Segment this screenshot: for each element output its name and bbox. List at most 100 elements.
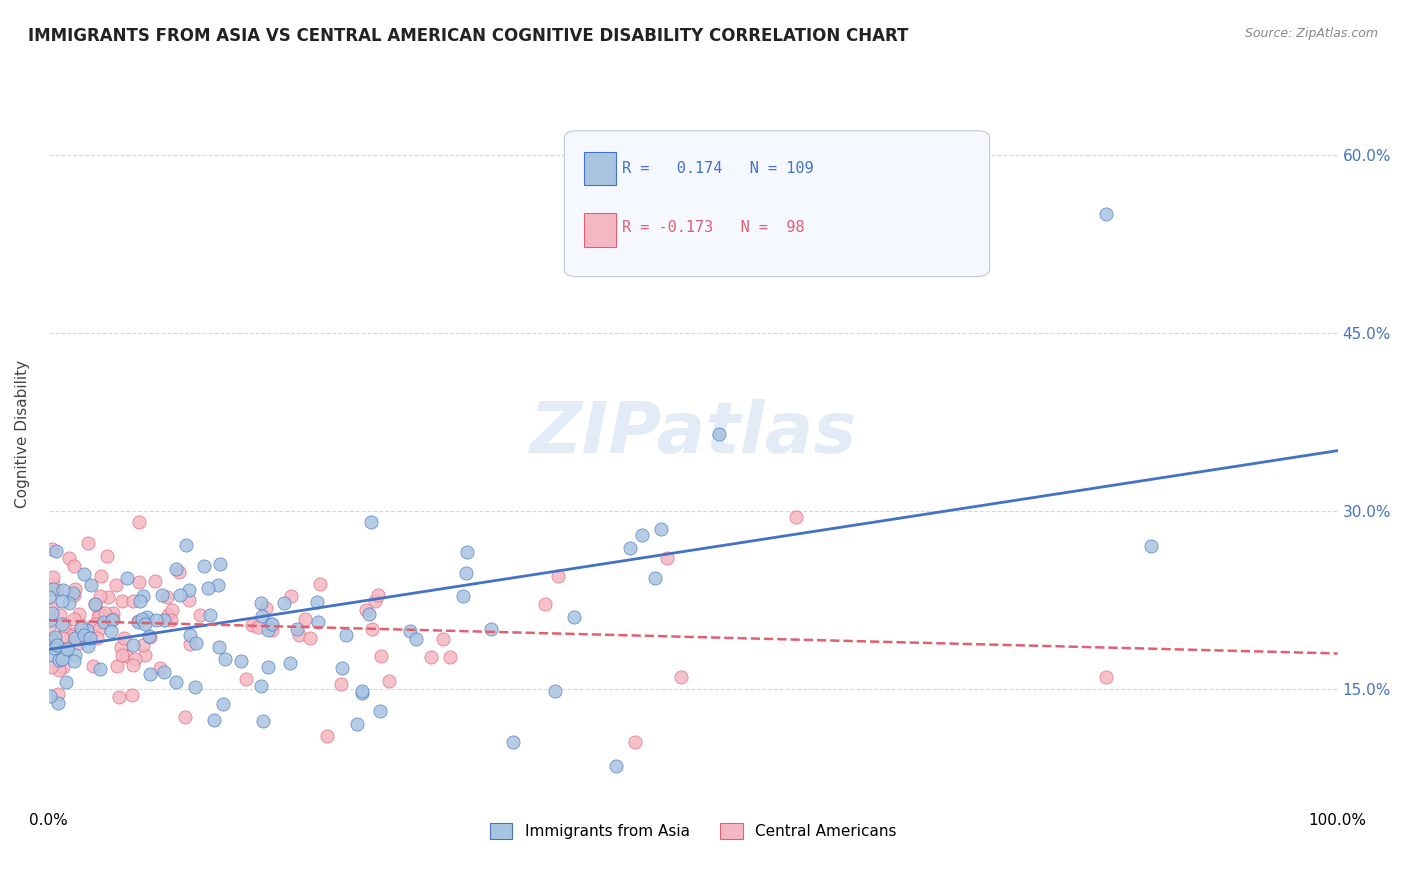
- Point: [51, 616, 73, 631]
- Point: [90, 608, 112, 623]
- Point: [533, 597, 555, 611]
- Point: [97, 591, 120, 605]
- Point: [165, 562, 187, 576]
- Point: [55, 674, 77, 689]
- Point: [139, 630, 162, 644]
- Point: [89, 589, 111, 603]
- Point: [58, 596, 80, 610]
- Point: [214, 652, 236, 666]
- Point: [38, 622, 60, 636]
- Point: [44, 630, 66, 644]
- Point: [45, 582, 67, 597]
- Point: [39, 690, 62, 704]
- Point: [51, 594, 73, 608]
- Point: [209, 558, 232, 572]
- Point: [278, 656, 301, 670]
- Point: [45, 544, 67, 558]
- Point: [257, 624, 280, 638]
- Point: [280, 589, 302, 603]
- Point: [39, 600, 62, 615]
- Point: [169, 588, 191, 602]
- Point: [134, 648, 156, 662]
- Point: [124, 651, 146, 665]
- Bar: [583, 213, 616, 246]
- Point: [63, 588, 86, 602]
- Point: [335, 628, 357, 642]
- Point: [138, 629, 160, 643]
- Point: [193, 559, 215, 574]
- Point: [93, 615, 115, 629]
- Point: [669, 670, 692, 684]
- Point: [262, 617, 284, 632]
- Point: [86, 631, 108, 645]
- Point: [346, 716, 368, 731]
- Point: [104, 578, 127, 592]
- Point: [145, 613, 167, 627]
- Text: ZIPatlas: ZIPatlas: [530, 400, 856, 468]
- Point: [150, 588, 173, 602]
- Point: [73, 628, 96, 642]
- Point: [644, 571, 666, 585]
- Point: [51, 630, 73, 644]
- Point: [156, 590, 179, 604]
- Point: [179, 582, 201, 597]
- Point: [84, 597, 107, 611]
- Point: [101, 606, 124, 620]
- Point: [502, 735, 524, 749]
- Point: [101, 613, 124, 627]
- Point: [162, 603, 184, 617]
- Point: [110, 640, 132, 654]
- Point: [165, 674, 187, 689]
- Point: [285, 622, 308, 636]
- Point: [547, 569, 569, 583]
- Point: [111, 593, 134, 607]
- Point: [630, 527, 652, 541]
- Point: [42, 570, 65, 584]
- Point: [62, 586, 84, 600]
- Point: [454, 566, 477, 581]
- Text: R = -0.173   N =  98: R = -0.173 N = 98: [623, 220, 804, 235]
- Point: [249, 596, 271, 610]
- Point: [294, 612, 316, 626]
- Point: [186, 636, 208, 650]
- Point: [127, 615, 149, 629]
- Point: [122, 638, 145, 652]
- Point: [246, 620, 269, 634]
- Point: [309, 576, 332, 591]
- Point: [132, 638, 155, 652]
- Point: [156, 608, 179, 623]
- Point: [188, 607, 211, 622]
- Point: [46, 687, 69, 701]
- Point: [360, 516, 382, 530]
- Point: [38, 590, 60, 604]
- Point: [45, 638, 67, 652]
- Point: [129, 594, 152, 608]
- Point: [41, 606, 63, 620]
- Point: [59, 629, 82, 643]
- Point: [131, 612, 153, 626]
- Point: [83, 597, 105, 611]
- Point: [65, 631, 87, 645]
- Point: [288, 628, 311, 642]
- Point: [153, 665, 176, 679]
- Point: [51, 652, 73, 666]
- Point: [101, 612, 124, 626]
- Point: [273, 596, 295, 610]
- Point: [179, 592, 201, 607]
- Point: [38, 635, 60, 649]
- Point: [456, 545, 478, 559]
- Point: [67, 607, 90, 621]
- Point: [143, 574, 166, 589]
- Point: [179, 628, 201, 642]
- Point: [96, 549, 118, 563]
- Point: [174, 538, 197, 552]
- Point: [419, 650, 441, 665]
- Point: [1139, 540, 1161, 554]
- Point: [361, 622, 384, 636]
- Point: [111, 648, 134, 663]
- Point: [70, 619, 93, 633]
- Point: [42, 577, 65, 591]
- Bar: [583, 152, 616, 186]
- Point: [48, 653, 70, 667]
- Point: [307, 615, 329, 630]
